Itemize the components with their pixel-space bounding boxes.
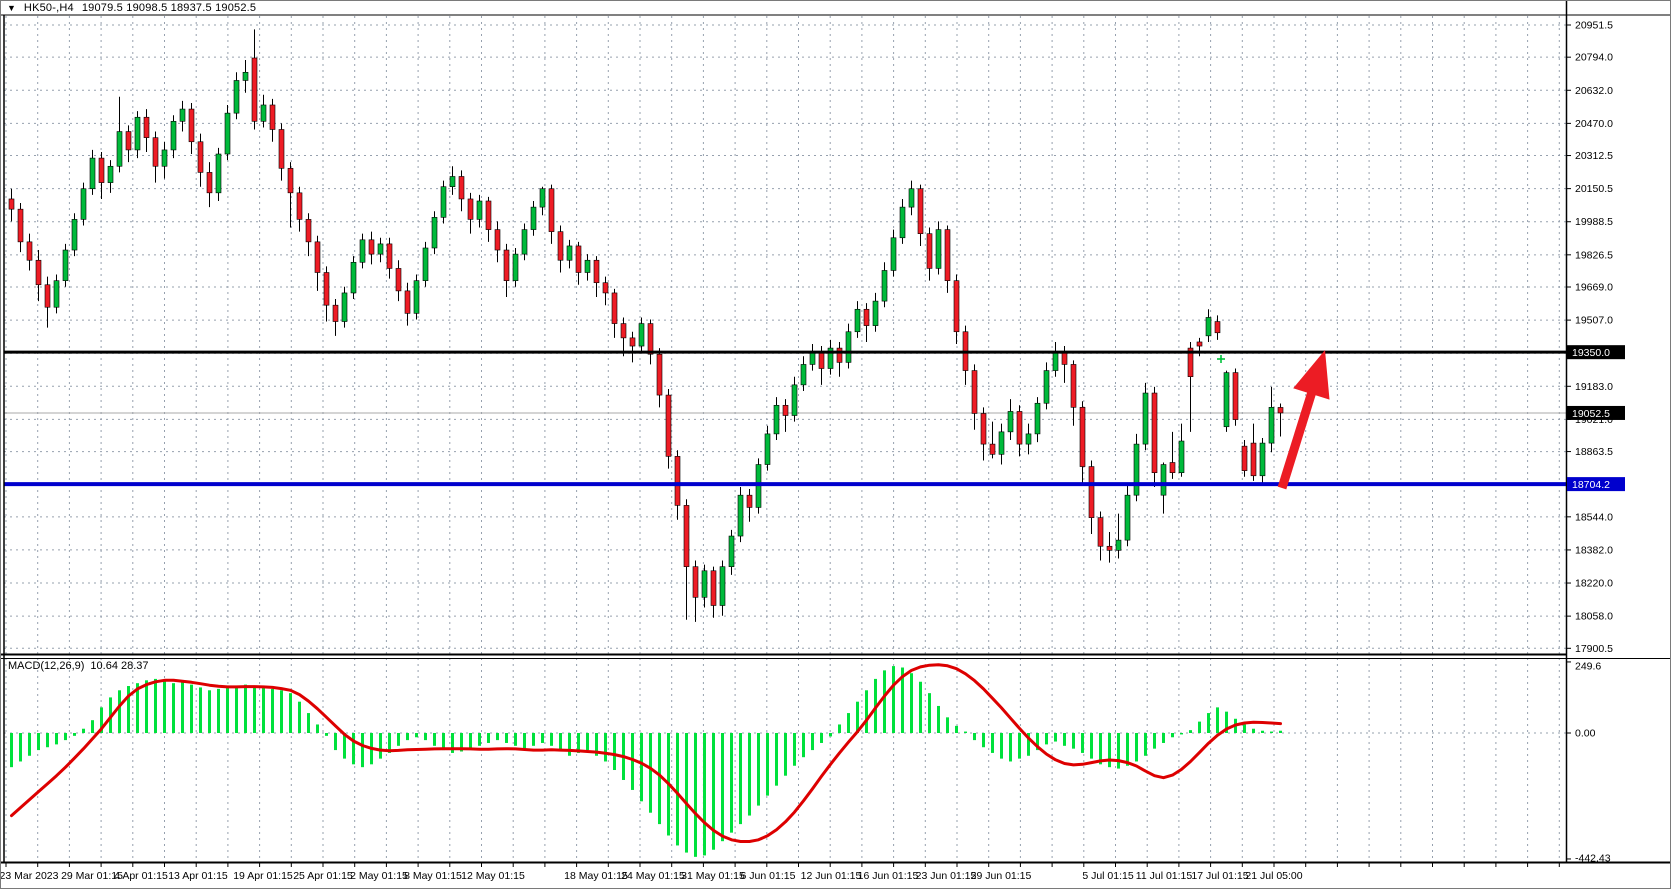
svg-text:20794.0: 20794.0 — [1575, 52, 1613, 64]
svg-text:13 Apr 01:15: 13 Apr 01:15 — [168, 870, 228, 882]
svg-text:17900.5: 17900.5 — [1575, 643, 1613, 655]
macd-signal-line — [10, 663, 1282, 843]
svg-text:18704.2: 18704.2 — [1572, 479, 1610, 491]
svg-text:23 Mar 2023: 23 Mar 2023 — [1, 870, 59, 882]
svg-text:19350.0: 19350.0 — [1572, 347, 1610, 359]
svg-text:4 Apr 01:15: 4 Apr 01:15 — [114, 870, 168, 882]
svg-text:0.00: 0.00 — [1575, 728, 1596, 740]
candles-layer — [8, 29, 1284, 622]
svg-text:19052.5: 19052.5 — [1572, 408, 1610, 420]
time-axis[interactable]: 23 Mar 2023 29 Mar 01:154 Apr 01:15 13 Apr… — [1, 863, 1560, 882]
svg-text:20632.0: 20632.0 — [1575, 85, 1613, 97]
svg-text:20470.0: 20470.0 — [1575, 118, 1613, 130]
svg-text:11 Jul 01:15: 11 Jul 01:15 — [1136, 870, 1193, 882]
svg-text:17 Jul 01:15: 17 Jul 01:15 — [1191, 870, 1248, 882]
svg-text:18863.5: 18863.5 — [1575, 446, 1613, 458]
svg-text:16 Jun 01:15: 16 Jun 01:15 — [858, 870, 919, 882]
svg-text:31 May 01:15: 31 May 01:15 — [681, 870, 745, 882]
svg-text:19669.0: 19669.0 — [1575, 282, 1613, 294]
svg-text:18220.0: 18220.0 — [1575, 578, 1613, 590]
svg-text:23 Jun 01:15: 23 Jun 01:15 — [916, 870, 977, 882]
svg-text:18544.0: 18544.0 — [1575, 511, 1613, 523]
svg-text:2 May 01:15: 2 May 01:15 — [350, 870, 408, 882]
svg-text:20150.5: 20150.5 — [1575, 183, 1613, 195]
up-arrow-annotation[interactable] — [1277, 350, 1330, 490]
panel-frame — [1, 1, 1670, 864]
svg-text:19 Apr 01:15: 19 Apr 01:15 — [233, 870, 293, 882]
macd-histogram — [10, 666, 1282, 857]
svg-text:8 May 01:15: 8 May 01:15 — [404, 870, 462, 882]
svg-text:24 May 01:15: 24 May 01:15 — [621, 870, 685, 882]
svg-text:12 May 01:15: 12 May 01:15 — [461, 870, 525, 882]
svg-text:29 Mar 01:15: 29 Mar 01:15 — [61, 870, 123, 882]
symbol-dropdown-icon[interactable]: ▼ — [7, 3, 16, 13]
svg-text:19826.5: 19826.5 — [1575, 249, 1613, 261]
svg-text:12 Jun 01:15: 12 Jun 01:15 — [801, 870, 862, 882]
svg-text:18 May 01:15: 18 May 01:15 — [564, 870, 628, 882]
svg-text:19988.5: 19988.5 — [1575, 216, 1613, 228]
svg-text:20951.5: 20951.5 — [1575, 20, 1613, 32]
svg-text:20312.5: 20312.5 — [1575, 150, 1613, 162]
chart-symbol-period: HK50-,H4 — [23, 2, 74, 14]
svg-text:18058.0: 18058.0 — [1575, 611, 1613, 623]
macd-indicator-label: MACD(12,26,9) 10.64 28.37 — [8, 660, 149, 672]
svg-text:21 Jul 05:00: 21 Jul 05:00 — [1245, 870, 1302, 882]
price-axis[interactable]: 20951.5 20794.0 20632.0 20470.0 20312.5 20150… — [1566, 20, 1625, 865]
svg-text:5 Jul 01:15: 5 Jul 01:15 — [1082, 870, 1134, 882]
svg-text:6 Jun 01:15: 6 Jun 01:15 — [741, 870, 796, 882]
svg-text:18382.0: 18382.0 — [1575, 544, 1613, 556]
macd-label-text: MACD(12,26,9) — [8, 660, 85, 672]
chart-title-bar: ▼ HK50-,H4 19079.5 19098.5 18937.5 19052… — [7, 1, 256, 15]
svg-text:19183.0: 19183.0 — [1575, 381, 1613, 393]
svg-text:29 Jun 01:15: 29 Jun 01:15 — [971, 870, 1032, 882]
svg-text:25 Apr 01:15: 25 Apr 01:15 — [293, 870, 353, 882]
macd-label-values: 10.64 28.37 — [90, 660, 149, 672]
last-bar-plus-marker — [1217, 355, 1225, 363]
svg-text:19507.0: 19507.0 — [1575, 315, 1613, 327]
chart-ohlc-values: 19079.5 19098.5 18937.5 19052.5 — [81, 2, 257, 14]
svg-text:249.6: 249.6 — [1575, 661, 1601, 673]
svg-text:-442.43: -442.43 — [1575, 853, 1611, 865]
